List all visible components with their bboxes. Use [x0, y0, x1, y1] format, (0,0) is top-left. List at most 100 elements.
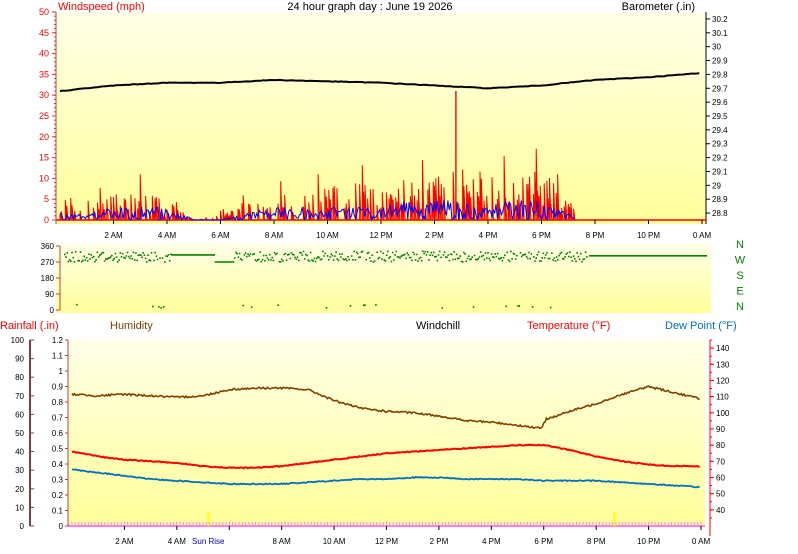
windspeed-tick-label: 20 — [39, 132, 49, 142]
temp-x-tick-label: 8 AM — [273, 537, 292, 546]
temperature-trace — [71, 443, 700, 470]
temperature-tick-label: 120 — [716, 376, 730, 385]
temp-x-tick-label: 10 AM — [323, 537, 346, 546]
windspeed-trace — [59, 148, 576, 222]
wind-x-tick-label: 6 PM — [532, 231, 551, 240]
temp-x-tick-label: 2 PM — [430, 537, 449, 546]
compass-label: W — [735, 255, 746, 267]
rainfall-tick-label: 20 — [15, 485, 24, 494]
temperature-tick-label: 110 — [716, 393, 729, 402]
rainfall-tick-label: 80 — [15, 373, 24, 382]
windspeed-tick-label: 25 — [39, 111, 49, 121]
rainfall-tick-label: 50 — [15, 429, 24, 438]
inner-tick-label: 0.5 — [52, 445, 64, 454]
barometer-axis-title: Barometer (.in) — [622, 1, 695, 13]
rainfall-tick-label: 60 — [15, 410, 24, 419]
temp-x-tick-label: 2 AM — [115, 537, 134, 546]
compass-label: N — [736, 239, 744, 251]
temp-plot-area — [68, 340, 705, 526]
barometer-tick-label: 28.8 — [712, 209, 728, 218]
barometer-tick-label: 29.1 — [712, 167, 728, 176]
axes: 0510152025303540455028.828.92929.129.229… — [11, 7, 746, 546]
direction-tick-label: 0 — [50, 306, 55, 315]
temp-x-tick-label: 4 AM — [168, 537, 187, 546]
barometer-tick-label: 29.4 — [712, 126, 728, 135]
temp-x-tick-label: 6 PM — [534, 537, 553, 546]
barometer-tick-label: 29.6 — [712, 98, 728, 107]
compass-label: N — [736, 301, 744, 313]
temperature-tick-label: 80 — [716, 441, 725, 450]
temperature-tick-label: 90 — [716, 425, 725, 434]
temperature-tick-label: 140 — [716, 344, 730, 353]
temperature-tick-label: 60 — [716, 473, 725, 482]
sunrise-label: Sun Rise — [192, 537, 225, 546]
inner-tick-label: 0.6 — [52, 429, 64, 438]
windspeed-tick-label: 0 — [44, 215, 49, 225]
barometer-tick-label: 30 — [712, 43, 721, 52]
wind-x-tick-label: 4 PM — [479, 231, 498, 240]
inner-tick-label: 0.4 — [52, 460, 64, 469]
barometer-tick-label: 30.1 — [712, 29, 728, 38]
rainfall-axis-title: Rainfall (.in) — [0, 320, 59, 332]
windspeed-tick-label: 50 — [39, 7, 49, 17]
wind-x-tick-label: 12 PM — [369, 231, 392, 240]
humidity-label: Humidity — [110, 320, 153, 332]
series — [59, 72, 707, 526]
rainfall-tick-label: 10 — [15, 503, 24, 512]
temperature-tick-label: 100 — [716, 409, 730, 418]
rainfall-tick-label: 30 — [15, 466, 24, 475]
direction-tick-label: 270 — [41, 258, 55, 267]
barometer-tick-label: 30.2 — [712, 15, 728, 24]
rainfall-tick-label: 0 — [20, 522, 25, 531]
rainfall-tick-label: 90 — [15, 355, 24, 364]
windspeed-tick-label: 5 — [44, 194, 49, 204]
temperature-axis-title: Temperature (°F) — [527, 320, 610, 332]
wind-x-tick-label: 0 AM — [693, 231, 712, 240]
barometer-tick-label: 29.3 — [712, 140, 728, 149]
windspeed-tick-label: 30 — [39, 90, 49, 100]
inner-tick-label: 0.9 — [52, 383, 64, 392]
temp-x-tick-label: 4 PM — [482, 537, 501, 546]
barometer-tick-label: 29.2 — [712, 154, 728, 163]
rainfall-tick-label: 100 — [11, 336, 25, 345]
windchill-label: Windchill — [416, 320, 460, 332]
compass-label: E — [736, 286, 743, 298]
wind-x-tick-label: 10 PM — [637, 231, 660, 240]
humidity-trace — [71, 385, 700, 430]
barometer-tick-label: 29.8 — [712, 70, 728, 79]
dewpoint-trace — [71, 468, 700, 489]
dewpoint-axis-title: Dew Point (°F) — [665, 320, 737, 332]
barometer-tick-label: 28.9 — [712, 195, 728, 204]
barometer-tick-label: 29.5 — [712, 112, 728, 121]
windspeed-tick-label: 15 — [39, 153, 49, 163]
rainfall-tick-label: 70 — [15, 392, 24, 401]
chart-title: 24 hour graph day : June 19 2026 — [287, 1, 452, 13]
direction-points — [64, 250, 588, 309]
compass-label: S — [736, 270, 743, 282]
windspeed-tick-label: 35 — [39, 69, 49, 79]
wind-x-tick-label: 2 PM — [425, 231, 444, 240]
temperature-tick-label: 40 — [716, 506, 725, 515]
gust-trace — [59, 200, 576, 222]
barometer-tick-label: 29.7 — [712, 84, 728, 93]
wind-x-tick-label: 6 AM — [211, 231, 230, 240]
inner-tick-label: 1 — [59, 367, 64, 376]
inner-tick-label: 0.8 — [52, 398, 64, 407]
barometer-trace — [59, 72, 700, 93]
baseline-hatch — [71, 522, 702, 526]
inner-tick-label: 0.3 — [52, 476, 64, 485]
inner-tick-label: 0.2 — [52, 491, 64, 500]
wind-x-tick-label: 8 AM — [265, 231, 284, 240]
temp-x-tick-label: 10 PM — [637, 537, 660, 546]
inner-tick-label: 0.1 — [52, 507, 64, 516]
windspeed-tick-label: 40 — [39, 49, 49, 59]
direction-tick-label: 90 — [45, 290, 54, 299]
temp-x-tick-label: 8 PM — [587, 537, 606, 546]
rainfall-tick-label: 40 — [15, 448, 24, 457]
windspeed-tick-label: 45 — [39, 28, 49, 38]
windspeed-axis-title: Windspeed (mph) — [58, 1, 145, 13]
wind-x-tick-label: 8 PM — [586, 231, 605, 240]
wind-x-tick-label: 2 AM — [104, 231, 123, 240]
direction-tick-label: 180 — [41, 274, 55, 283]
